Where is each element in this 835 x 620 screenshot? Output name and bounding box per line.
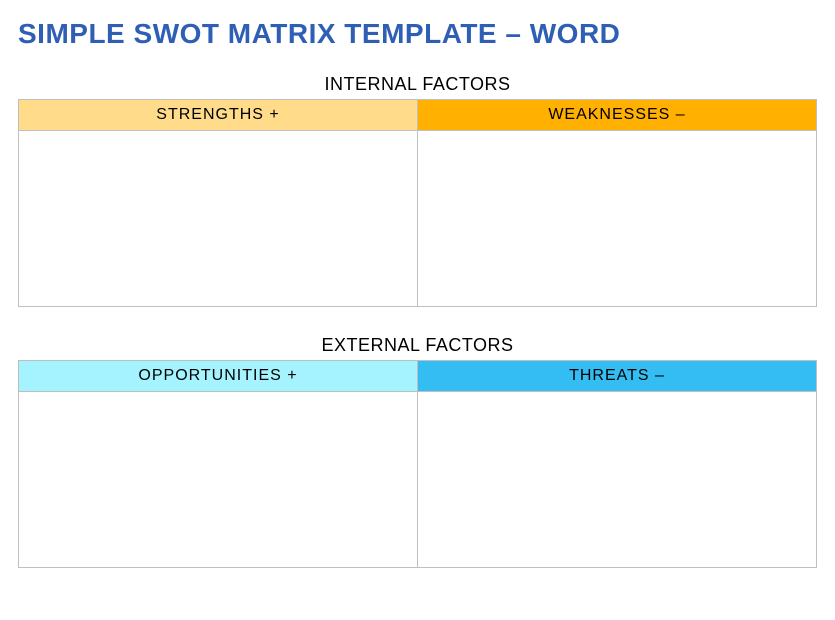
weaknesses-cell[interactable] [418, 131, 817, 307]
threats-header: THREATS – [418, 361, 817, 392]
internal-factors-label: INTERNAL FACTORS [18, 74, 817, 95]
weaknesses-header: WEAKNESSES – [418, 100, 817, 131]
internal-matrix: STRENGTHS + WEAKNESSES – [18, 99, 817, 307]
external-factors-label: EXTERNAL FACTORS [18, 335, 817, 356]
page-title: SIMPLE SWOT MATRIX TEMPLATE – WORD [18, 18, 817, 50]
opportunities-cell[interactable] [19, 392, 418, 568]
opportunities-header: OPPORTUNITIES + [19, 361, 418, 392]
strengths-header: STRENGTHS + [19, 100, 418, 131]
threats-cell[interactable] [418, 392, 817, 568]
external-matrix: OPPORTUNITIES + THREATS – [18, 360, 817, 568]
strengths-cell[interactable] [19, 131, 418, 307]
